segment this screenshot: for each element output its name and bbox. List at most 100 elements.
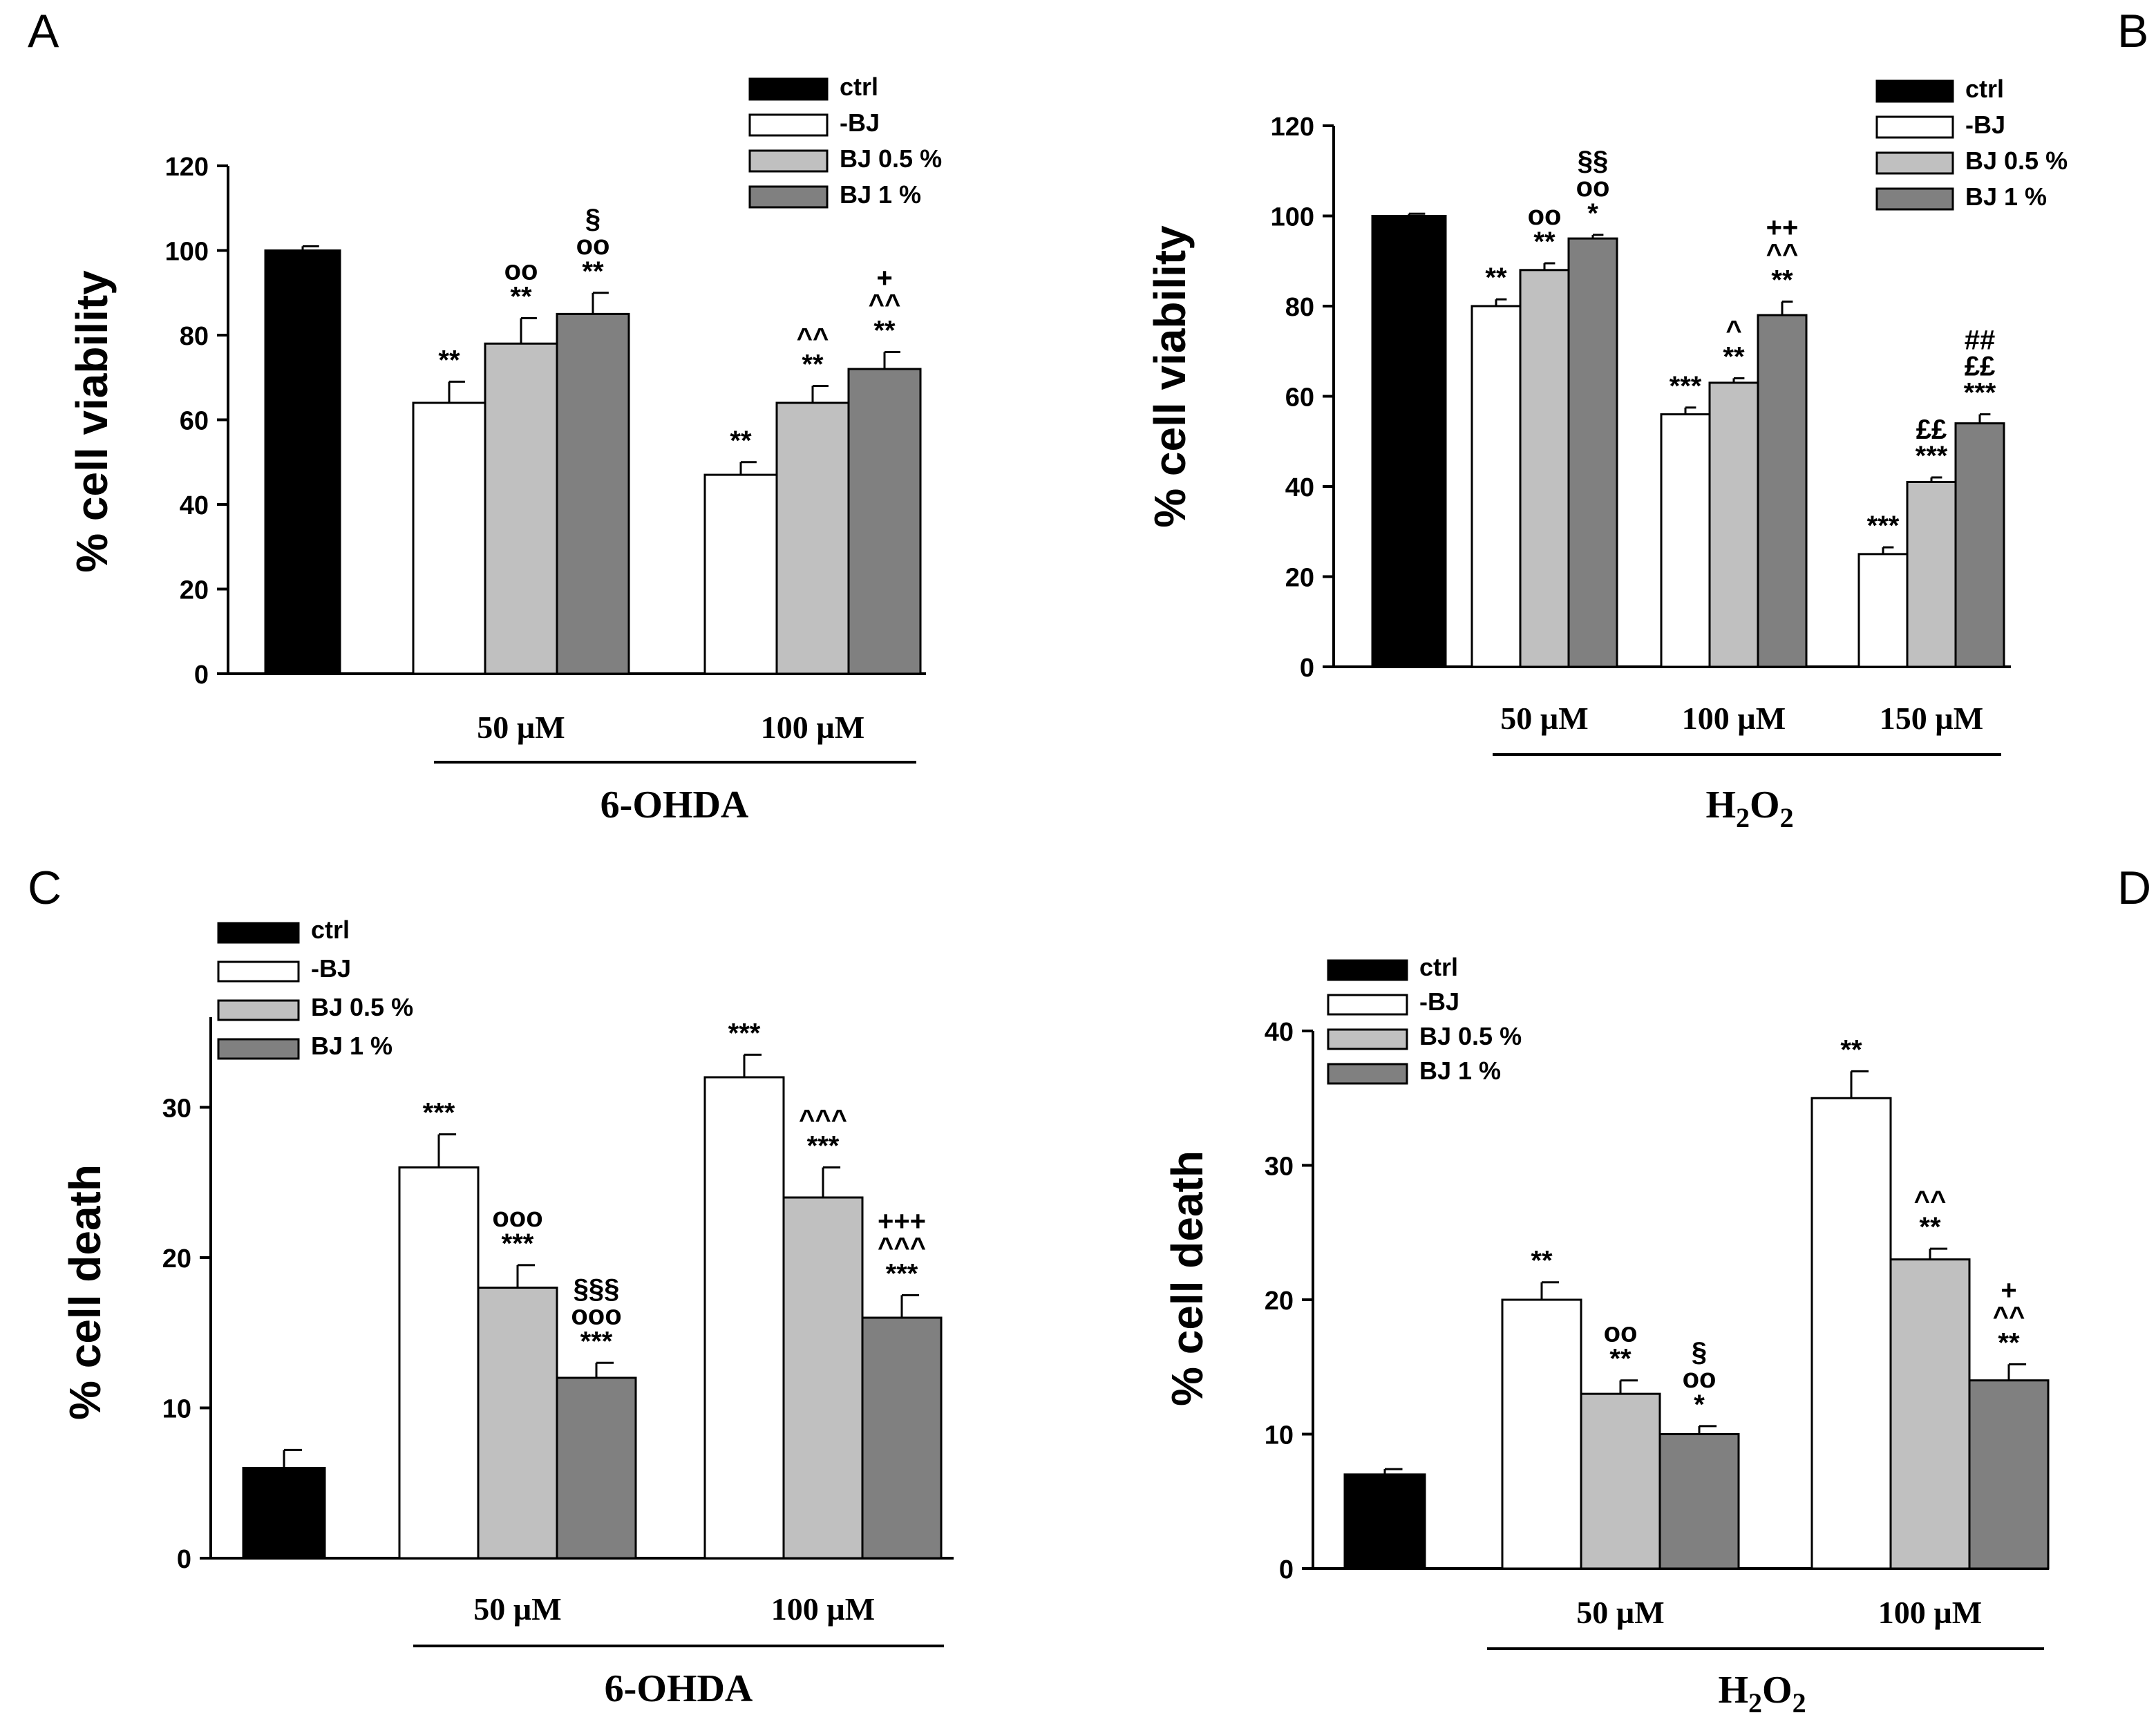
bar-bj: [1810, 1097, 1892, 1570]
bar-bj: [412, 401, 486, 675]
group-label: 50 µM: [477, 710, 565, 745]
significance-mark: ^^: [1766, 238, 1799, 269]
group-label: 100 µM: [761, 710, 864, 745]
y-tick-label: 20: [180, 576, 209, 605]
group-label: 100 µM: [1682, 701, 1786, 736]
legend: ctrl -BJ BJ 0.5 % BJ 1 %: [217, 916, 413, 1060]
significance-mark: ***: [1916, 441, 1948, 471]
legend-label: BJ 1 %: [1965, 182, 2047, 211]
y-tick-label: 80: [180, 322, 209, 351]
group-label: 50 µM: [473, 1591, 561, 1627]
bar-bj-1: [1757, 314, 1808, 668]
y-axis-label: % cell viability: [67, 270, 117, 573]
y-tick-label: 0: [1300, 654, 1314, 683]
y-tick-label: 120: [1271, 113, 1314, 142]
bar-bj-0-5: [782, 1196, 864, 1560]
bar-bj-1: [847, 368, 922, 675]
y-tick-label: 10: [1265, 1421, 1294, 1450]
bar-bj-1: [556, 312, 630, 675]
significance-mark: ***: [1867, 511, 1900, 541]
legend-label: BJ 1 %: [311, 1032, 393, 1060]
legend-swatch: [1875, 187, 1954, 211]
significance-mark: ***: [886, 1258, 918, 1289]
legend-swatch: [748, 185, 829, 209]
legend-label: ctrl: [1419, 953, 1458, 981]
y-tick-label: 10: [162, 1395, 191, 1424]
y-tick-label: 20: [1285, 564, 1314, 593]
significance-mark: ooo: [492, 1202, 542, 1233]
bar-bj-1: [1658, 1433, 1740, 1570]
significance-mark: ^^^: [878, 1232, 926, 1262]
bar-bj-1: [1954, 422, 2005, 668]
panel-letter: C: [28, 862, 62, 914]
legend-swatch: [1875, 151, 1954, 175]
legend-swatch: [1327, 994, 1408, 1016]
y-tick-label: 40: [1285, 473, 1314, 502]
significance-mark: oo: [504, 256, 538, 286]
legend-label: ctrl: [840, 73, 878, 101]
bar-ctrl: [264, 249, 341, 675]
significance-mark: ***: [502, 1229, 534, 1259]
treatment-label: 6-OHDA: [605, 1667, 753, 1710]
legend-label: -BJ: [840, 108, 880, 137]
legend-label: BJ 0.5 %: [840, 144, 942, 173]
y-tick-label: 30: [1265, 1153, 1294, 1182]
significance-mark: ^^: [1914, 1186, 1947, 1216]
significance-mark: ***: [1964, 378, 1996, 408]
treatment-label: H2O2: [1718, 1669, 1806, 1718]
significance-mark: ##: [1965, 325, 1996, 356]
y-tick-label: 20: [162, 1244, 191, 1273]
legend-label: BJ 0.5 %: [311, 993, 413, 1021]
bar-bj-0-5: [1519, 269, 1570, 668]
legend-swatch: [217, 1038, 300, 1060]
significance-mark: **: [1998, 1327, 2020, 1358]
legend-label: BJ 1 %: [840, 180, 921, 209]
y-axis-label: % cell viability: [1145, 225, 1195, 528]
significance-mark: **: [1919, 1212, 1941, 1242]
group-label: 100 µM: [771, 1591, 875, 1627]
significance-mark: **: [1609, 1344, 1632, 1374]
bar-ctrl: [1371, 215, 1447, 668]
bar-bj-0-5: [1889, 1258, 1971, 1570]
legend-swatch: [1327, 1028, 1408, 1050]
significance-mark: ^^^: [799, 1105, 847, 1135]
group-label: 50 µM: [1500, 701, 1588, 736]
bar-bj: [703, 1076, 785, 1560]
legend-label: -BJ: [1419, 987, 1459, 1016]
significance-mark: ***: [580, 1326, 613, 1356]
significance-mark: §§§: [574, 1273, 620, 1304]
significance-mark: **: [730, 426, 752, 456]
legend-label: ctrl: [1965, 75, 2004, 103]
significance-mark: ***: [728, 1018, 761, 1048]
significance-mark: ***: [807, 1131, 840, 1162]
significance-mark: ^^: [797, 323, 829, 354]
significance-mark: §§: [1578, 146, 1609, 176]
bar-bj: [1660, 413, 1711, 668]
legend-label: BJ 1 %: [1419, 1057, 1501, 1085]
significance-mark: +++: [878, 1206, 926, 1236]
significance-mark: **: [1485, 263, 1507, 293]
legend-swatch: [1327, 1063, 1408, 1085]
legend: ctrl -BJ BJ 0.5 % BJ 1 %: [748, 73, 942, 209]
significance-mark: ^^: [869, 290, 901, 320]
bar-ctrl: [1343, 1473, 1426, 1570]
legend-label: ctrl: [311, 916, 350, 944]
significance-mark: **: [582, 256, 604, 287]
bar-bj-0-5: [477, 1287, 558, 1560]
bar-bj-1: [1968, 1379, 2050, 1570]
y-tick-label: 0: [1279, 1555, 1294, 1584]
panel-letter: B: [2117, 5, 2148, 57]
significance-mark: **: [1533, 227, 1555, 257]
bar-bj-0-5: [1580, 1392, 1661, 1570]
legend-swatch: [748, 149, 829, 173]
significance-mark: oo: [1576, 172, 1610, 202]
legend-swatch: [748, 113, 829, 137]
y-axis-label: % cell death: [60, 1164, 110, 1420]
bar-bj-0-5: [1708, 381, 1759, 668]
y-axis-label: % cell death: [1162, 1150, 1212, 1406]
